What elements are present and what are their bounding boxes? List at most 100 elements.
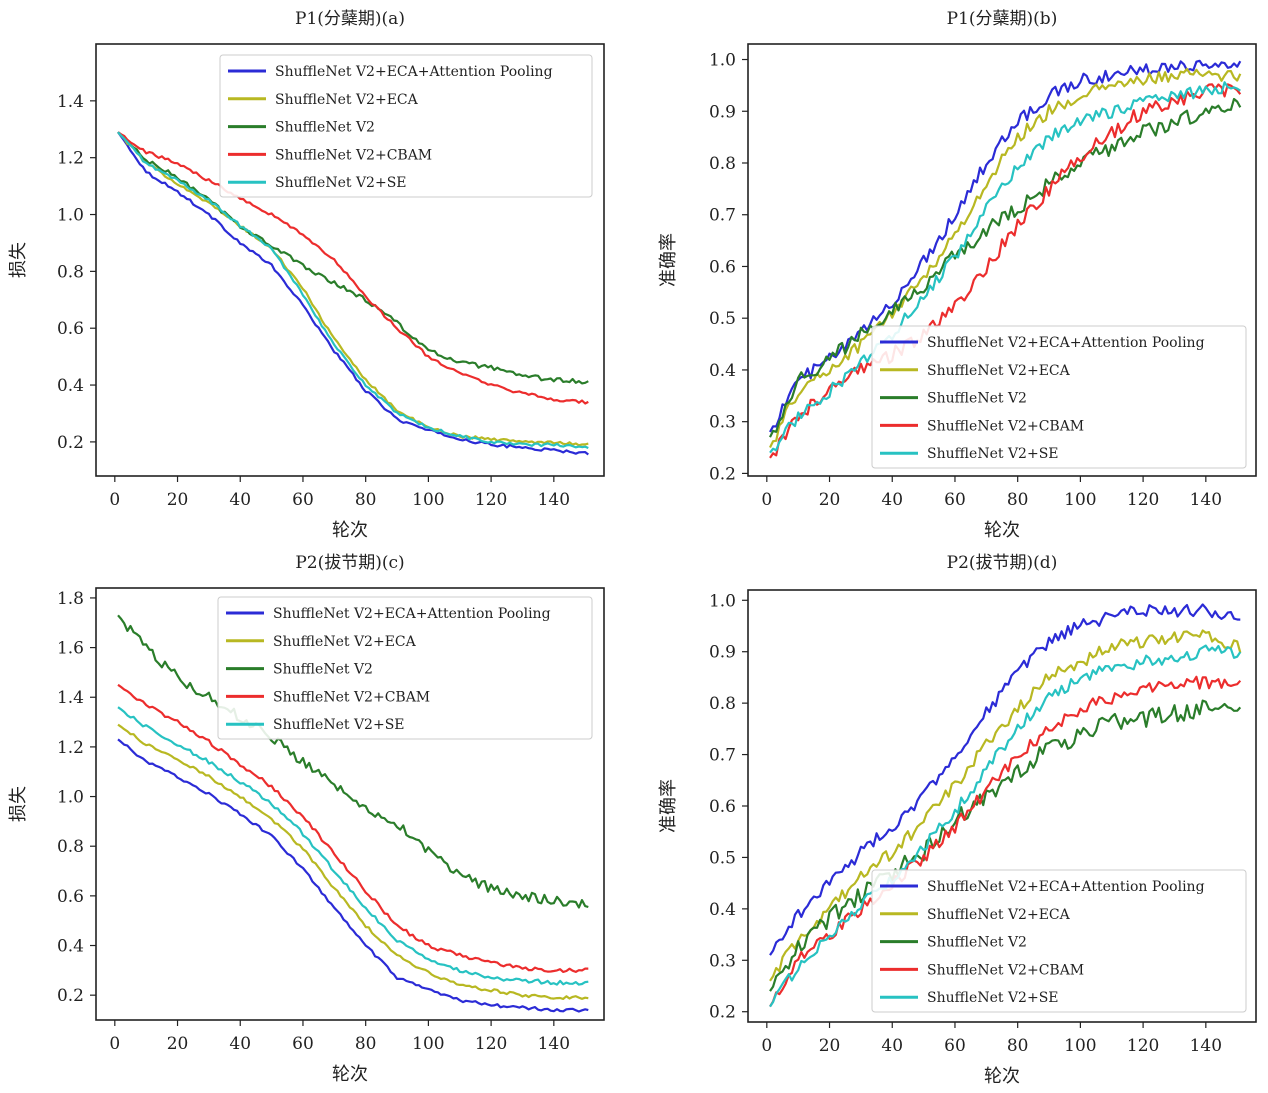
- series-line-2: [117, 723, 589, 1000]
- legend: ShuffleNet V2+ECA+Attention Pooling Shuff…: [219, 54, 593, 198]
- y-tick-label: 0.6: [709, 257, 736, 277]
- x-tick-label: 40: [229, 1034, 251, 1054]
- y-tick-label: 0.6: [57, 887, 84, 907]
- y-tick-label: 0.7: [709, 206, 736, 226]
- x-tick-label: 40: [881, 490, 903, 510]
- x-tick-label: 0: [109, 490, 120, 510]
- series-line-3: [769, 97, 1242, 438]
- y-tick-label: 0.5: [709, 848, 736, 868]
- legend-label: ShuffleNet V2+CBAM: [275, 147, 432, 163]
- series-line-4: [769, 83, 1242, 459]
- legend-label: ShuffleNet V2+ECA: [927, 363, 1071, 379]
- legend-label: ShuffleNet V2+ECA: [927, 907, 1071, 923]
- x-tick-label: 20: [167, 490, 189, 510]
- x-tick-label: 100: [1064, 490, 1096, 510]
- y-tick-label: 0.6: [709, 797, 736, 817]
- y-tick-label: 0.4: [709, 361, 736, 381]
- x-tick-label: 40: [229, 490, 251, 510]
- x-tick-label: 0: [109, 1034, 120, 1054]
- x-tick-label: 20: [167, 1034, 189, 1054]
- x-tick-label: 40: [881, 1036, 903, 1056]
- y-tick-label: 0.9: [709, 102, 736, 122]
- legend-label: ShuffleNet V2+ECA+Attention Pooling: [273, 606, 551, 622]
- legend-label: ShuffleNet V2+SE: [273, 717, 405, 733]
- chart-title: P2(拔节期)(c): [295, 553, 404, 573]
- y-tick-label: 1.8: [57, 589, 84, 609]
- x-axis-label: 轮次: [984, 520, 1020, 541]
- y-tick-label: 0.2: [57, 433, 84, 453]
- x-tick-label: 140: [1190, 490, 1222, 510]
- series-line-3: [117, 131, 589, 385]
- y-tick-label: 1.2: [57, 738, 84, 758]
- x-tick-label: 100: [412, 1034, 444, 1054]
- y-axis-label: 准确率: [658, 233, 679, 287]
- x-tick-label: 20: [819, 1036, 841, 1056]
- x-tick-label: 0: [761, 1036, 772, 1056]
- y-axis-label: 损失: [8, 786, 29, 822]
- series-line-1: [117, 738, 589, 1013]
- x-axis-label: 轮次: [332, 520, 368, 541]
- series-line-1: [117, 131, 589, 456]
- legend-label: ShuffleNet V2+SE: [927, 446, 1059, 462]
- x-tick-label: 80: [1007, 1036, 1029, 1056]
- chart-panel-1: P1(分蘖期)(a) 0 20 40 60 80 100 120 140 0.2 0.4 0.6 0.8…: [8, 9, 605, 541]
- y-tick-label: 1.2: [57, 149, 84, 169]
- x-tick-label: 120: [475, 490, 507, 510]
- x-tick-label: 140: [538, 1034, 570, 1054]
- y-tick-label: 0.6: [57, 319, 84, 339]
- y-tick-label: 0.2: [709, 464, 736, 484]
- x-tick-label: 60: [292, 490, 314, 510]
- x-tick-label: 120: [1127, 1036, 1159, 1056]
- y-tick-label: 1.0: [709, 51, 736, 71]
- x-tick-label: 100: [412, 490, 444, 510]
- legend-label: ShuffleNet V2+SE: [275, 175, 407, 191]
- x-tick-label: 20: [819, 490, 841, 510]
- legend-label: ShuffleNet V2+ECA+Attention Pooling: [927, 879, 1205, 895]
- x-tick-label: 0: [761, 490, 772, 510]
- legend-label: ShuffleNet V2+CBAM: [273, 689, 430, 705]
- legend-label: ShuffleNet V2+CBAM: [927, 418, 1084, 434]
- y-tick-label: 1.0: [57, 206, 84, 226]
- legend-label: ShuffleNet V2: [275, 120, 375, 136]
- chart-title: P1(分蘖期)(b): [947, 9, 1058, 29]
- x-tick-label: 60: [944, 490, 966, 510]
- series-line-1: [769, 603, 1241, 956]
- x-tick-label: 120: [1127, 490, 1159, 510]
- legend-box: [871, 869, 1247, 1013]
- series-line-2: [769, 629, 1242, 982]
- series-line-5: [117, 131, 589, 450]
- y-tick-label: 0.8: [709, 154, 736, 174]
- series-line-5: [117, 706, 589, 986]
- y-tick-label: 0.2: [709, 1003, 736, 1023]
- y-tick-label: 0.8: [709, 694, 736, 714]
- y-tick-label: 0.3: [709, 951, 736, 971]
- series-line-4: [769, 675, 1242, 1008]
- legend-box: [219, 54, 593, 198]
- legend: ShuffleNet V2+ECA+Attention Pooling Shuff…: [871, 325, 1247, 469]
- y-tick-label: 0.2: [57, 986, 84, 1006]
- y-tick-label: 0.3: [709, 413, 736, 433]
- y-tick-label: 0.4: [57, 937, 84, 957]
- series-line-1: [769, 59, 1242, 433]
- legend-label: ShuffleNet V2: [273, 662, 373, 678]
- y-tick-label: 1.4: [57, 92, 84, 112]
- x-tick-label: 80: [1007, 490, 1029, 510]
- x-tick-label: 80: [355, 1034, 377, 1054]
- legend-label: ShuffleNet V2+ECA+Attention Pooling: [275, 64, 553, 80]
- legend-box: [871, 325, 1247, 469]
- y-tick-label: 1.0: [57, 788, 84, 808]
- legend-box: [217, 596, 593, 740]
- y-axis-label: 准确率: [658, 779, 679, 833]
- x-tick-label: 100: [1064, 1036, 1096, 1056]
- y-tick-label: 0.5: [709, 309, 736, 329]
- y-tick-label: 1.6: [57, 639, 84, 659]
- series-line-5: [769, 81, 1241, 454]
- legend-label: ShuffleNet V2: [927, 391, 1027, 407]
- y-tick-label: 0.9: [709, 643, 736, 663]
- y-tick-label: 0.4: [57, 376, 84, 396]
- chart-panel-4: P2(拔节期)(d) 0 20 40 60 80 100 120 140 0.2 0.3 0.4 0.5…: [658, 553, 1257, 1087]
- series-line-2: [769, 67, 1242, 448]
- y-tick-label: 1.4: [57, 688, 84, 708]
- legend-label: ShuffleNet V2+CBAM: [927, 962, 1084, 978]
- y-tick-label: 0.8: [57, 837, 84, 857]
